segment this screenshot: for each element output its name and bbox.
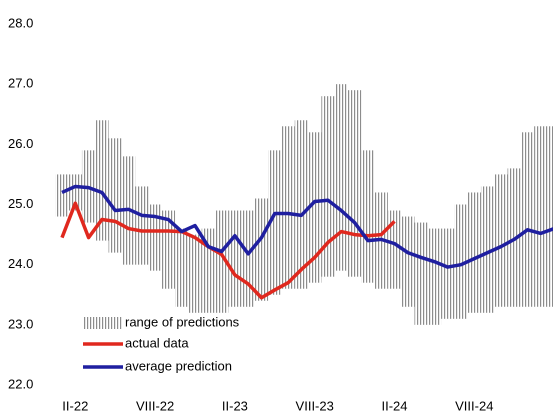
- y-tick-label: 25.0: [8, 196, 33, 211]
- y-tick-label: 26.0: [8, 136, 33, 151]
- prediction-range: [268, 150, 282, 295]
- prediction-range: [454, 204, 468, 319]
- prediction-range: [480, 186, 495, 313]
- prediction-range: [387, 210, 402, 289]
- prediction-range: [175, 228, 189, 307]
- x-tick-label: VIII-24: [455, 398, 493, 412]
- y-tick-label: 23.0: [8, 316, 33, 331]
- prediction-range: [228, 210, 242, 307]
- prediction-range: [361, 150, 375, 283]
- prediction-range: [401, 216, 415, 307]
- prediction-range: [148, 204, 162, 271]
- prediction-range: [534, 126, 548, 307]
- prediction-range: [494, 174, 508, 307]
- prediction-range: [188, 234, 202, 313]
- prediction-range: [294, 120, 309, 289]
- legend-label: actual data: [125, 335, 189, 350]
- y-tick-label: 24.0: [8, 256, 33, 271]
- prediction-range: [108, 138, 122, 253]
- prediction-range: [135, 186, 149, 265]
- series-line: [61, 184, 553, 269]
- prediction-range: [68, 174, 82, 211]
- legend-label: range of predictions: [125, 314, 240, 329]
- x-tick-label: II-23: [222, 398, 248, 412]
- legend-swatch: [83, 317, 123, 329]
- prediction-range: [308, 132, 322, 283]
- prediction-range: [241, 210, 255, 307]
- prediction-range: [547, 126, 553, 307]
- y-tick-label: 22.0: [8, 376, 33, 391]
- y-tick-label: 27.0: [8, 76, 33, 91]
- prediction-range: [441, 228, 455, 319]
- prediction-range: [214, 210, 229, 313]
- x-tick-label: II-24: [381, 398, 407, 412]
- legend-label: average prediction: [125, 358, 232, 373]
- prediction-range: [254, 198, 269, 301]
- x-tick-label: II-22: [62, 398, 88, 412]
- y-tick-label: 28.0: [8, 15, 33, 30]
- prediction-range: [281, 126, 295, 289]
- prediction-range: [55, 174, 69, 217]
- prediction-range: [347, 90, 362, 277]
- series-line: [60, 201, 396, 300]
- prediction-range: [520, 132, 535, 307]
- prediction-range: [321, 96, 335, 277]
- prediction-range: [334, 84, 348, 271]
- prediction-range: [467, 192, 481, 313]
- prediction-range: [427, 228, 442, 325]
- prediction-range: [95, 120, 109, 241]
- prediction-range: [414, 222, 428, 325]
- x-tick-label: VIII-22: [136, 398, 174, 412]
- x-tick-label: VIII-23: [296, 398, 334, 412]
